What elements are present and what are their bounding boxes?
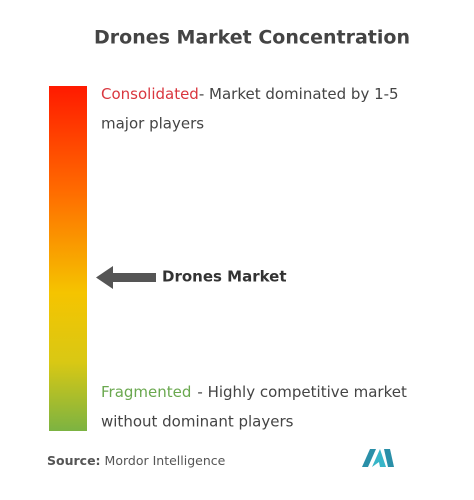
fragmented-label: Fragmented (101, 383, 191, 401)
logo (362, 449, 394, 467)
consolidated-label: Consolidated (101, 85, 199, 103)
source-text: Mordor Intelligence (105, 453, 226, 468)
consolidated-desc: - Market dominated by 1-5 (199, 85, 399, 103)
arrow (96, 266, 156, 289)
concentration-scale (49, 86, 87, 431)
consolidated-line: Consolidated- Market dominated by 1-5 (101, 85, 399, 103)
fragmented-desc: - Highly competitive market (197, 383, 407, 401)
title: Drones Market Concentration (94, 27, 410, 49)
fragmented-line: Fragmented - Highly competitive market (101, 383, 407, 401)
consolidated-desc: major players (101, 115, 204, 133)
market-label: Drones Market (162, 268, 287, 286)
fragmented-desc: without dominant players (101, 413, 294, 431)
source: Source: Mordor Intelligence (47, 453, 226, 468)
source-label: Source: (47, 453, 101, 468)
